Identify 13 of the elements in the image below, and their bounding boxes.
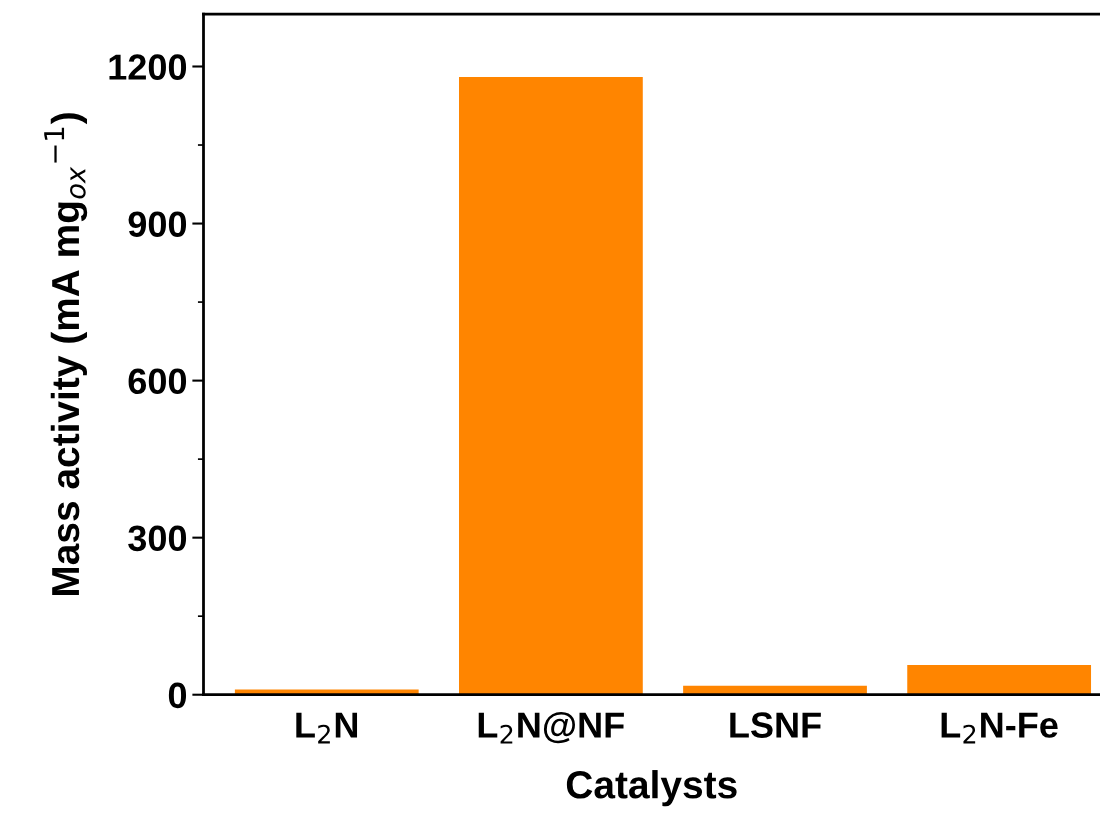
y-axis-title: Mass activity (mA mg$_{ox}$$^{−1}$): [44, 113, 88, 596]
x-tick-label: L$_{2}$N@NF: [478, 711, 624, 744]
x-tick-label: LSNF: [730, 712, 821, 738]
y-tick-label: 600: [128, 368, 187, 395]
y-tick-label: 900: [128, 211, 187, 237]
y-tick-label: 0: [168, 682, 187, 709]
bar: [459, 76, 643, 695]
x-axis-title: Catalysts: [566, 770, 737, 807]
x-tick-label: L$_{2}$N: [296, 712, 358, 744]
y-tick-label: 300: [128, 525, 187, 552]
bar: [907, 664, 1092, 695]
y-tick-label: 1200: [109, 54, 187, 80]
x-tick-label: L$_{2}$N-Fe: [941, 712, 1058, 744]
